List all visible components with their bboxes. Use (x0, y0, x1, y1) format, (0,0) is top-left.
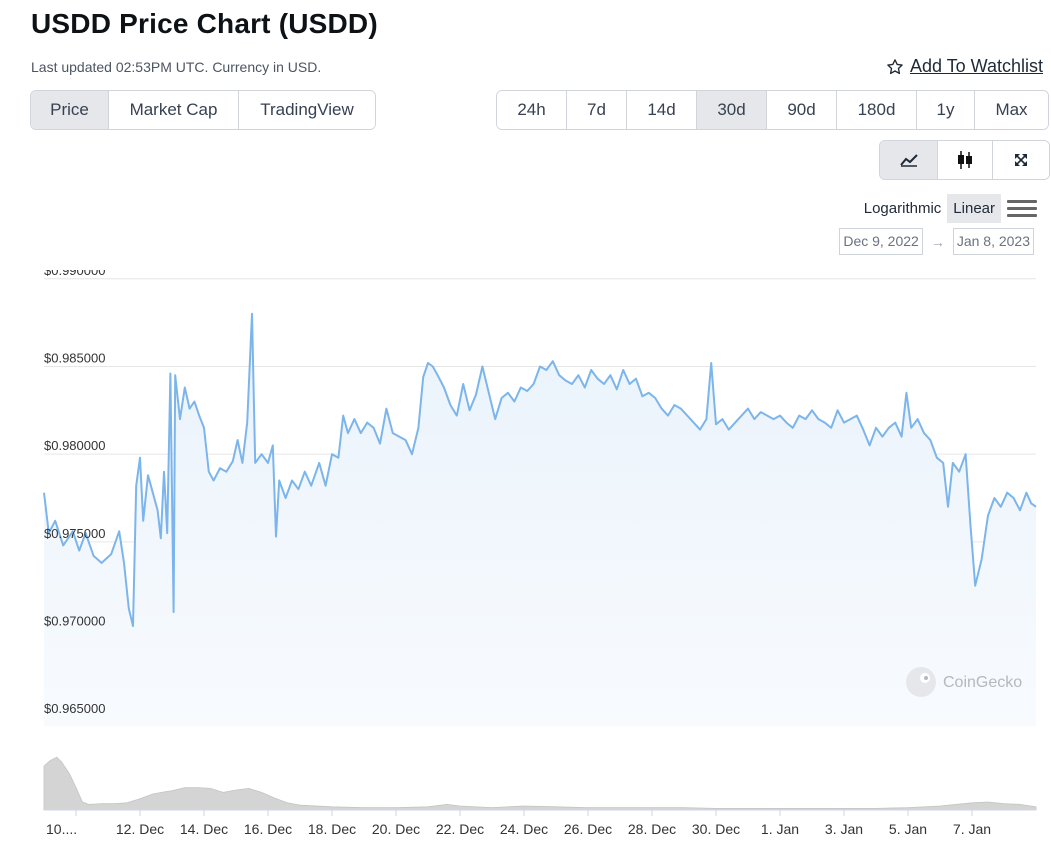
chart-type-tabs: Price Market Cap TradingView (30, 90, 376, 130)
watermark-text: CoinGecko (943, 674, 1022, 691)
volume-area (43, 756, 1037, 811)
chart-menu-icon[interactable] (1007, 193, 1037, 223)
time-range-tabs: 24h 7d 14d 30d 90d 180d 1y Max (496, 90, 1049, 130)
y-tick-label: $0.980000 (44, 438, 105, 453)
scale-logarithmic[interactable]: Logarithmic (863, 199, 942, 217)
price-area (44, 313, 1036, 726)
y-tick-label: $0.990000 (44, 270, 105, 278)
x-tick-label: 26. Dec (564, 821, 612, 837)
tab-tradingview[interactable]: TradingView (239, 91, 375, 129)
x-tick-label: 30. Dec (692, 821, 740, 837)
x-tick-label: 7. Jan (953, 821, 991, 837)
tab-market-cap[interactable]: Market Cap (109, 91, 239, 129)
y-tick-label: $0.970000 (44, 614, 105, 629)
range-7d[interactable]: 7d (567, 91, 627, 129)
y-tick-label: $0.985000 (44, 350, 105, 365)
expand-icon (1015, 154, 1027, 166)
candlestick-button[interactable] (938, 141, 993, 179)
x-tick-label: 28. Dec (628, 821, 676, 837)
date-to-input[interactable]: Jan 8, 2023 (952, 228, 1034, 255)
line-chart-icon (899, 154, 918, 167)
coingecko-logo-pupil (924, 676, 928, 680)
date-from-input[interactable]: Dec 9, 2022 (839, 228, 923, 255)
range-14d[interactable]: 14d (627, 91, 697, 129)
x-tick-label: 18. Dec (308, 821, 356, 837)
range-24h[interactable]: 24h (497, 91, 567, 129)
line-chart-button[interactable] (880, 141, 938, 179)
tab-price[interactable]: Price (31, 91, 109, 129)
scale-toggle: Logarithmic Linear (858, 192, 1051, 224)
add-to-watchlist-button[interactable]: Add To Watchlist (886, 56, 1043, 77)
x-tick-label: 12. Dec (116, 821, 164, 837)
range-max[interactable]: Max (975, 91, 1048, 129)
x-tick-label: 5. Jan (889, 821, 927, 837)
candlestick-icon (958, 151, 972, 169)
range-1y[interactable]: 1y (917, 91, 975, 129)
coingecko-logo-icon (906, 667, 936, 697)
x-tick-label: 10.... (46, 821, 77, 837)
watchlist-label: Add To Watchlist (909, 56, 1043, 76)
x-tick-label: 20. Dec (372, 821, 420, 837)
chart-view-tools (879, 140, 1050, 180)
x-tick-label: 3. Jan (825, 821, 863, 837)
y-tick-label: $0.965000 (44, 701, 105, 716)
y-tick-label: $0.975000 (44, 526, 105, 541)
date-range: Dec 9, 2022 → Jan 8, 2023 (839, 228, 1034, 255)
scale-linear[interactable]: Linear (947, 193, 1001, 223)
coingecko-watermark: CoinGecko (906, 667, 1022, 697)
range-90d[interactable]: 90d (767, 91, 837, 129)
price-line (43, 312, 1037, 627)
range-30d[interactable]: 30d (697, 91, 767, 129)
range-180d[interactable]: 180d (837, 91, 917, 129)
last-updated-text: Last updated 02:53PM UTC. Currency in US… (31, 59, 322, 75)
x-tick-label: 22. Dec (436, 821, 484, 837)
price-chart: $0.990000 $0.985000 $0.980000 $0.975000 $0.9… (43, 270, 1037, 837)
x-tick-label: 16. Dec (244, 821, 292, 837)
expand-button[interactable] (993, 141, 1049, 179)
star-icon (887, 58, 903, 74)
x-tick-label: 1. Jan (761, 821, 799, 837)
x-tick-label: 24. Dec (500, 821, 548, 837)
date-range-arrow: → (930, 233, 945, 250)
page-title: USDD Price Chart (USDD) (31, 8, 378, 39)
x-tick-label: 14. Dec (180, 821, 228, 837)
